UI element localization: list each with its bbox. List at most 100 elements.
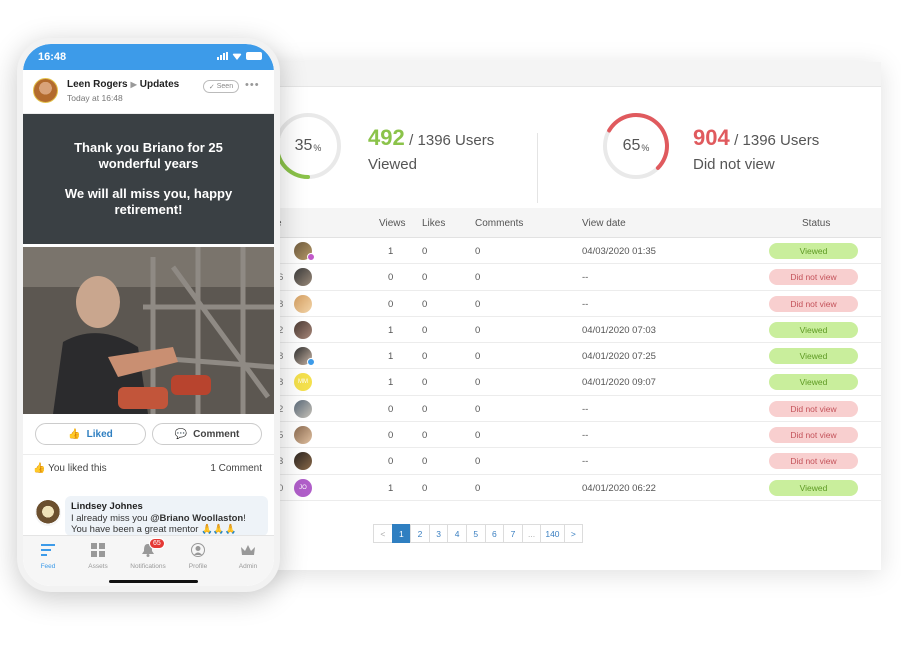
- page-button-1[interactable]: 1: [391, 524, 412, 543]
- post-author[interactable]: Leen Rogers: [67, 79, 128, 90]
- commenter-avatar[interactable]: [35, 500, 61, 526]
- col-likes-header[interactable]: Likes: [422, 218, 446, 229]
- likes-cell: 0: [422, 482, 428, 494]
- table-row[interactable]: 5 0 0 0 -- Did not view: [250, 422, 881, 449]
- comment-item: Lindsey Johnes I already miss you @Brian…: [23, 494, 274, 536]
- user-avatar: [294, 268, 312, 287]
- prev-page-button[interactable]: <: [373, 524, 393, 543]
- page-button-last[interactable]: 140: [540, 524, 565, 543]
- table-row[interactable]: 2 0 0 0 -- Did not view: [250, 396, 881, 423]
- viewed-percent-unit: %: [313, 143, 322, 153]
- likes-cell: 0: [422, 298, 428, 310]
- comment-count[interactable]: 1 Comment: [210, 463, 262, 474]
- table-row[interactable]: 3 0 0 0 -- Did not view: [250, 448, 881, 475]
- comments-cell: 0: [475, 403, 481, 415]
- status-badge: Did not view: [769, 295, 858, 312]
- tab-admin[interactable]: Admin: [223, 542, 273, 570]
- likes-cell: 0: [422, 456, 428, 468]
- announcement-line-1: Thank you Briano for 25 wonderful years: [74, 140, 223, 171]
- author-avatar[interactable]: [33, 78, 58, 103]
- row-id: 0: [278, 482, 284, 494]
- comments-cell: 0: [475, 430, 481, 442]
- notification-count-badge: 65: [149, 538, 165, 549]
- dashboard-topbar: [250, 62, 881, 87]
- user-avatar: [294, 426, 312, 445]
- post-actions: 👍 Liked 💬 Comment: [23, 414, 274, 454]
- page-button-3[interactable]: 3: [428, 524, 449, 543]
- viewed-stat: 492 / 1396 Users Viewed: [368, 125, 494, 173]
- viewed-count: 492: [368, 125, 405, 150]
- post-time: Today at 16:48: [67, 93, 123, 103]
- tab-assets[interactable]: Assets: [73, 542, 123, 570]
- grid-icon: [73, 542, 123, 558]
- page-button-7[interactable]: 7: [503, 524, 523, 543]
- post-photo[interactable]: [23, 247, 274, 414]
- view-date-cell: --: [582, 456, 589, 468]
- phone-status-bar: 16:48: [23, 44, 274, 70]
- status-badge: Viewed: [769, 348, 858, 365]
- table-row[interactable]: 8 0 0 0 -- Did not view: [250, 291, 881, 317]
- table-row[interactable]: 2 1 0 0 04/01/2020 07:03 Viewed: [250, 317, 881, 344]
- home-indicator[interactable]: [109, 580, 198, 583]
- likes-cell: 0: [422, 246, 428, 257]
- liked-label: Liked: [86, 428, 113, 440]
- comments-cell: 0: [475, 377, 481, 389]
- col-views-header[interactable]: Views: [379, 218, 406, 229]
- table-row[interactable]: 6 0 0 0 -- Did not view: [250, 264, 881, 291]
- col-status-header[interactable]: Status: [802, 218, 831, 229]
- col-viewdate-header[interactable]: View date: [582, 218, 626, 229]
- commenter-name[interactable]: Lindsey Johnes: [71, 501, 143, 512]
- table-row[interactable]: 8 1 0 0 04/01/2020 07:25 Viewed: [250, 343, 881, 370]
- table-row[interactable]: 0 JO 1 0 0 04/01/2020 06:22 Viewed: [250, 475, 881, 501]
- likes-cell: 0: [422, 377, 428, 389]
- liked-button[interactable]: 👍 Liked: [35, 423, 146, 445]
- bell-icon: 65: [123, 538, 173, 558]
- page-button-5[interactable]: 5: [465, 524, 486, 543]
- tab-feed[interactable]: Feed: [23, 542, 73, 570]
- phone-mockup: 16:48 Leen Rogers ▶ Updates Today at 16:48…: [17, 38, 280, 592]
- row-id: 5: [278, 430, 284, 442]
- tab-feed-label: Feed: [40, 563, 56, 570]
- comment-bubble: Lindsey Johnes I already miss you @Brian…: [65, 496, 268, 536]
- signal-icon: [217, 52, 228, 60]
- not-viewed-percent: 65: [622, 137, 641, 154]
- viewed-percent: 35: [294, 137, 313, 154]
- comment-mention[interactable]: @Briano Woollaston: [150, 512, 244, 524]
- view-date-cell: --: [582, 298, 589, 310]
- tab-profile[interactable]: Profile: [173, 542, 223, 570]
- views-cell: 1: [388, 351, 394, 363]
- page-button-2[interactable]: 2: [410, 524, 430, 543]
- comment-text-start: I already miss you: [71, 512, 151, 524]
- comment-button[interactable]: 💬 Comment: [152, 423, 262, 445]
- tab-notifications[interactable]: 65 Notifications: [123, 538, 173, 570]
- table-header: e Views Likes Comments View date Status: [250, 208, 881, 238]
- views-cell: 0: [388, 403, 394, 415]
- row-id: 2: [278, 324, 284, 336]
- status-badge: Did not view: [769, 400, 858, 417]
- col-comments-header[interactable]: Comments: [475, 218, 524, 229]
- table-row[interactable]: 1 0 0 04/03/2020 01:35 Viewed: [250, 238, 881, 265]
- post-channel[interactable]: Updates: [139, 79, 180, 90]
- tab-assets-label: Assets: [88, 563, 108, 570]
- page-button-6[interactable]: 6: [484, 524, 505, 543]
- reactions-summary: 👍 You liked this 1 Comment: [23, 454, 274, 480]
- likes-cell: 0: [422, 351, 428, 363]
- post-header: Leen Rogers ▶ Updates Today at 16:48 ✓ Seen…: [23, 70, 274, 114]
- seen-badge[interactable]: ✓ Seen: [203, 80, 239, 93]
- profile-icon: [173, 542, 223, 558]
- views-cell: 0: [388, 456, 394, 468]
- table-row[interactable]: 8 MM 1 0 0 04/01/2020 09:07 Viewed: [250, 369, 881, 396]
- page-button-4[interactable]: 4: [447, 524, 467, 543]
- more-options-icon[interactable]: •••: [245, 79, 260, 91]
- comments-cell: 0: [475, 482, 481, 494]
- views-cell: 1: [388, 324, 394, 336]
- next-page-button[interactable]: >: [563, 524, 584, 543]
- views-cell: 0: [388, 272, 394, 284]
- likes-cell: 0: [422, 324, 428, 336]
- comment-icon: 💬: [174, 428, 188, 440]
- comments-cell: 0: [475, 351, 481, 363]
- tab-profile-label: Profile: [188, 563, 208, 570]
- avatar-badge-icon: [307, 358, 315, 367]
- announcement-card: Thank you Briano for 25 wonderful years …: [23, 114, 274, 244]
- status-badge: Did not view: [769, 453, 858, 470]
